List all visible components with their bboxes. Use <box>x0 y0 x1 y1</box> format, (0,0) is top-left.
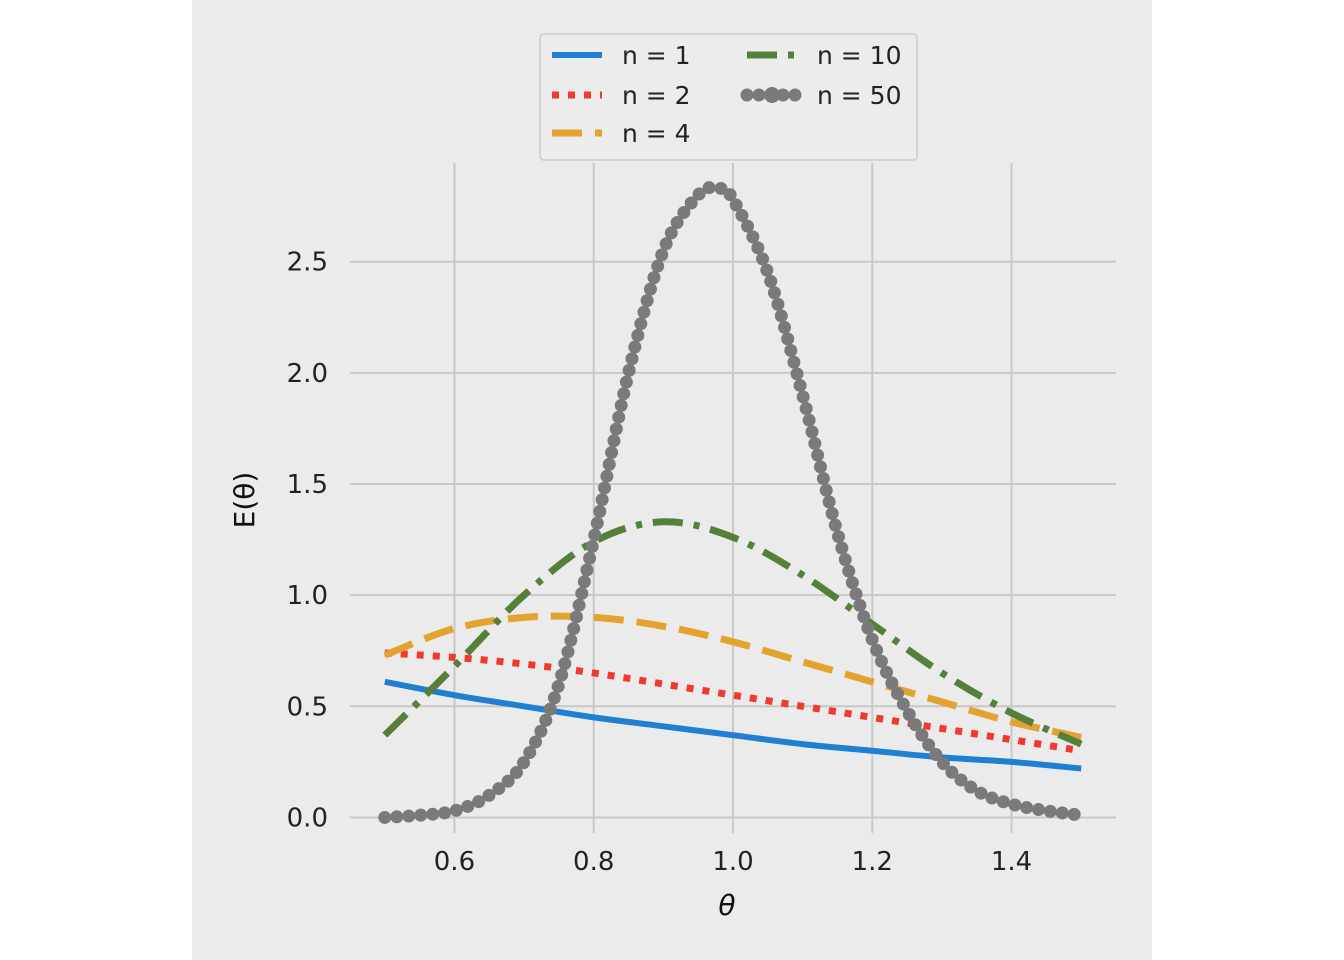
x-tick-label: 0.8 <box>573 847 614 877</box>
legend-marker <box>764 87 780 103</box>
y-tick-label: 2.0 <box>287 359 328 389</box>
series-line-1 <box>384 678 1082 772</box>
y-tick-label: 0.5 <box>287 692 328 722</box>
tick-labels: 0.6 0.8 1.0 1.2 1.4 0.0 0.5 1.0 1.5 2.0 2.5 <box>287 248 1033 877</box>
y-axis-label: E(θ) <box>228 472 261 529</box>
y-tick-label: 1.5 <box>287 470 328 500</box>
legend: n = 1 n = 2 n = 4 n = 10 n = 50 <box>539 33 918 161</box>
legend-label-4: n = 10 <box>817 41 902 70</box>
y-tick-label: 2.5 <box>287 248 328 278</box>
x-tick-label: 1.4 <box>991 847 1032 877</box>
series-line-3 <box>383 612 1082 741</box>
x-tick-label: 1.2 <box>852 847 893 877</box>
legend-label-2: n = 2 <box>622 81 691 110</box>
x-axis-label: θ <box>718 889 735 922</box>
series-lines <box>378 180 1088 824</box>
line-chart: 0.6 0.8 1.0 1.2 1.4 0.0 0.5 1.0 1.5 2.0 2.5 θ E(θ)… <box>228 33 1116 922</box>
series-line-4 <box>382 518 1083 748</box>
x-tick-label: 0.6 <box>434 847 475 877</box>
x-tick-label: 1.0 <box>712 847 753 877</box>
legend-label-3: n = 4 <box>622 119 691 148</box>
y-tick-label: 0.0 <box>287 803 328 833</box>
y-tick-label: 1.0 <box>287 581 328 611</box>
figure: 0.6 0.8 1.0 1.2 1.4 0.0 0.5 1.0 1.5 2.0 2.5 θ E(θ)… <box>192 0 1152 960</box>
legend-box <box>539 33 918 161</box>
grid <box>350 163 1116 833</box>
series-line-5 <box>378 180 1088 824</box>
legend-label-5: n = 50 <box>817 81 902 110</box>
legend-label-1: n = 1 <box>622 41 691 70</box>
